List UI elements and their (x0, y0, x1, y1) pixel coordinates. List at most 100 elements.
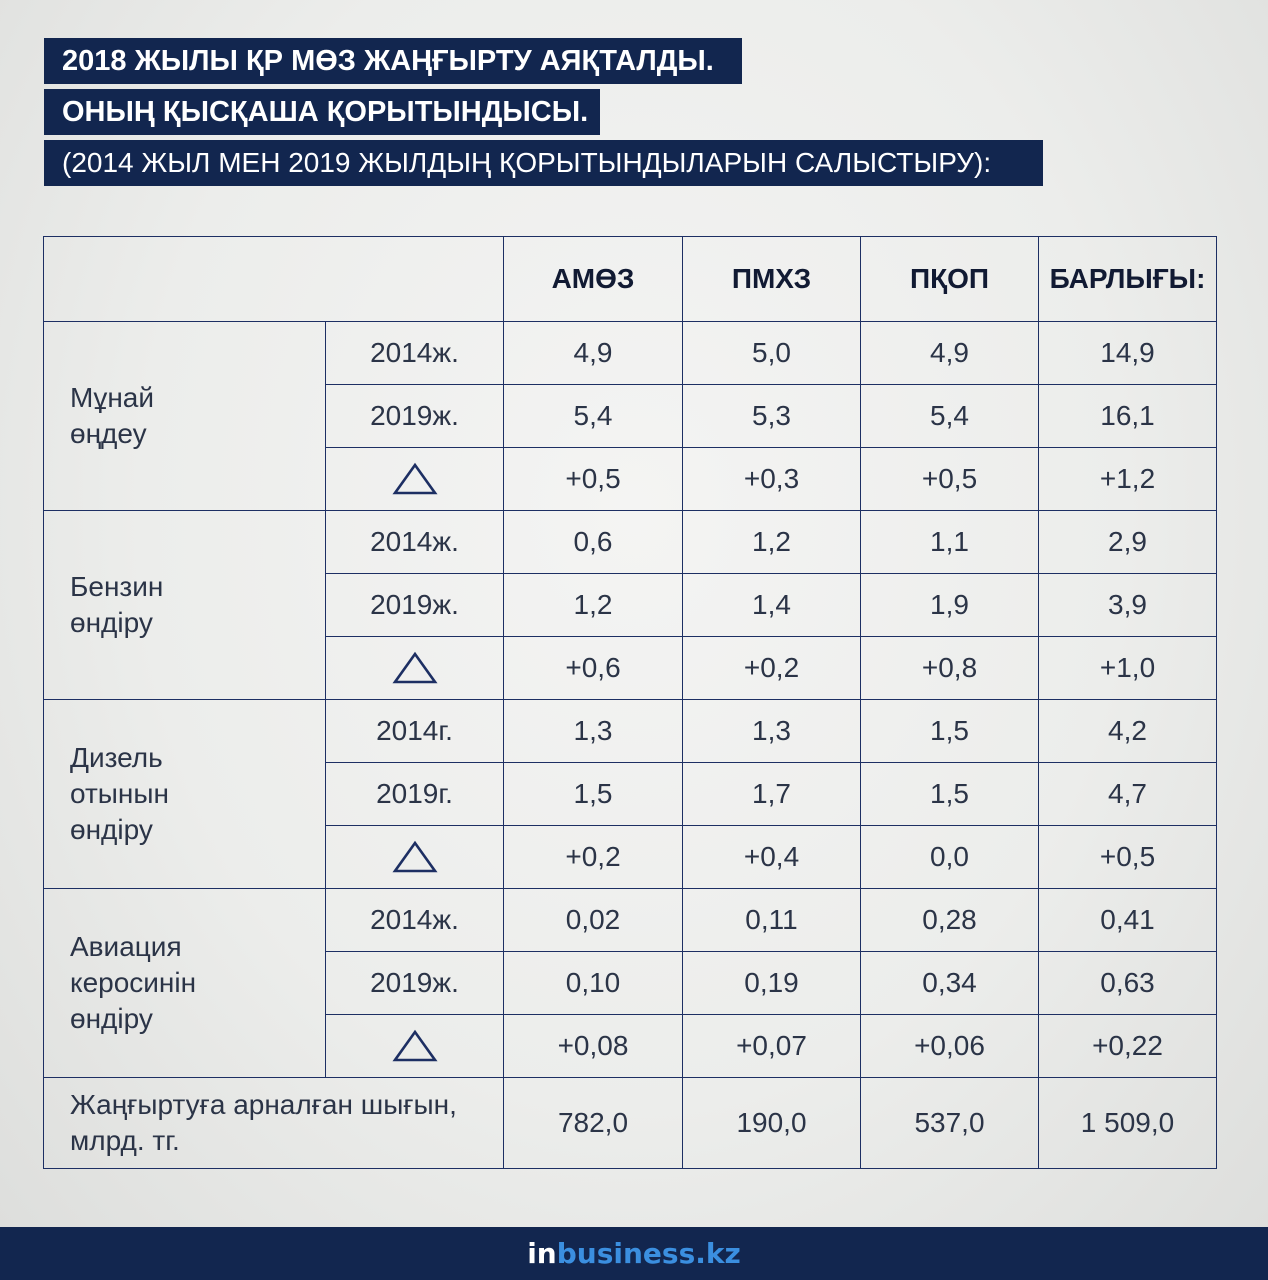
value-cell: +0,5 (1038, 825, 1217, 889)
delta-cell (325, 447, 504, 511)
category-cell: Бензин өндіру (43, 510, 326, 700)
value-cell: 1,2 (503, 573, 683, 637)
triangle-delta-icon (391, 462, 438, 495)
value-cell: 2,9 (1038, 510, 1217, 574)
category-label-line: Авиация (70, 931, 182, 962)
value-cell: 0,19 (682, 951, 861, 1015)
value-cell: 1,5 (503, 762, 683, 826)
table-row: Дизель отынын өндіру 2014г. 1,3 1,3 1,5 4,2 (43, 699, 1217, 889)
value-cell: +0,4 (682, 825, 861, 889)
category-cell: Мұнай өңдеу (43, 321, 326, 511)
value-cell: +0,2 (503, 825, 683, 889)
value-cell: 5,0 (682, 321, 861, 385)
triangle-delta-icon (391, 651, 438, 684)
subtitle-line: (2014 ЖЫЛ МЕН 2019 ЖЫЛДЫҢ ҚОРЫТЫНДЫЛАРЫН… (44, 140, 1043, 186)
category-label-line: отынын (70, 778, 169, 809)
value-cell: 0,41 (1038, 888, 1217, 952)
value-cell: +0,08 (503, 1014, 683, 1078)
value-cell: 1,1 (860, 510, 1039, 574)
year-label-cell: 2014ж. (325, 321, 504, 385)
value-cell: 3,9 (1038, 573, 1217, 637)
value-cell: 4,2 (1038, 699, 1217, 763)
value-cell: 14,9 (1038, 321, 1217, 385)
cost-value-cell: 537,0 (860, 1077, 1039, 1169)
value-cell: 5,3 (682, 384, 861, 448)
year-label-cell: 2019ж. (325, 384, 504, 448)
year-label-cell: 2014ж. (325, 888, 504, 952)
value-cell: +0,07 (682, 1014, 861, 1078)
value-cell: +1,0 (1038, 636, 1217, 700)
value-cell: 1,3 (503, 699, 683, 763)
table-row: Мұнай өңдеу 2014ж. 4,9 5,0 4,9 14,9 (43, 321, 1217, 511)
value-cell: 0,28 (860, 888, 1039, 952)
cost-value-cell: 782,0 (503, 1077, 683, 1169)
value-cell: +1,2 (1038, 447, 1217, 511)
value-cell: 0,02 (503, 888, 683, 952)
cost-label-line: млрд. тг. (70, 1125, 180, 1156)
value-cell: 0,11 (682, 888, 861, 952)
value-cell: +0,5 (860, 447, 1039, 511)
value-cell: 5,4 (503, 384, 683, 448)
year-label-cell: 2014ж. (325, 510, 504, 574)
value-cell: 4,7 (1038, 762, 1217, 826)
value-cell: 1,5 (860, 699, 1039, 763)
value-cell: 0,10 (503, 951, 683, 1015)
column-header: ПҚОП (860, 236, 1039, 322)
value-cell: 1,3 (682, 699, 861, 763)
value-cell: 4,9 (860, 321, 1039, 385)
category-label-line: өңдеу (70, 418, 147, 449)
category-label-line: өндіру (70, 1003, 153, 1034)
value-cell: 1,2 (682, 510, 861, 574)
column-header: ПМХЗ (682, 236, 861, 322)
category-cell: Дизель отынын өндіру (43, 699, 326, 889)
delta-cell (325, 825, 504, 889)
brand-logo[interactable]: inbusiness.kz (527, 1237, 741, 1270)
table-row: +0,6 +0,2 +0,8 +1,0 (44, 636, 1217, 700)
cost-row: Жаңғыртуға арналған шығын, млрд. тг. 782,0… (43, 1077, 1217, 1169)
column-header: АМӨЗ (503, 236, 683, 322)
brand-prefix: in (527, 1237, 557, 1270)
table-row: Бензин өндіру 2014ж. 0,6 1,2 1,1 2,9 (43, 510, 1217, 700)
header-corner-cell (43, 236, 504, 322)
cost-value-cell: 1 509,0 (1038, 1077, 1217, 1169)
delta-cell (325, 636, 504, 700)
value-cell: 5,4 (860, 384, 1039, 448)
value-cell: 1,9 (860, 573, 1039, 637)
table-row: 2019ж. 1,2 1,4 1,9 3,9 (44, 573, 1217, 637)
category-label-line: керосинін (70, 967, 197, 998)
cost-label-cell: Жаңғыртуға арналған шығын, млрд. тг. (43, 1077, 504, 1169)
category-label-line: өндіру (70, 607, 153, 638)
year-label-cell: 2019ж. (325, 951, 504, 1015)
value-cell: 0,6 (503, 510, 683, 574)
year-label-cell: 2019г. (325, 762, 504, 826)
table-row: +0,08 +0,07 +0,06 +0,22 (44, 1014, 1217, 1078)
brand-name: business.kz (556, 1237, 741, 1270)
value-cell: +0,6 (503, 636, 683, 700)
category-label-line: өндіру (70, 814, 153, 845)
category-label-line: Мұнай (70, 382, 154, 413)
table-row: Авиация керосинін өндіру 2014ж. 0,02 0,11 0,28… (43, 888, 1217, 1078)
value-cell: 1,7 (682, 762, 861, 826)
value-cell: +0,8 (860, 636, 1039, 700)
value-cell: +0,22 (1038, 1014, 1217, 1078)
category-label-line: Дизель (70, 742, 163, 773)
column-header: БАРЛЫҒЫ: (1038, 236, 1217, 322)
value-cell: 0,63 (1038, 951, 1217, 1015)
title-line-1: 2018 ЖЫЛЫ ҚР МӨЗ ЖАҢҒЫРТУ АЯҚТАЛДЫ. (44, 38, 742, 84)
value-cell: 0,34 (860, 951, 1039, 1015)
cost-value-cell: 190,0 (682, 1077, 861, 1169)
cost-label-line: Жаңғыртуға арналған шығын, (70, 1089, 457, 1120)
value-cell: +0,5 (503, 447, 683, 511)
year-label-cell: 2014г. (325, 699, 504, 763)
delta-cell (325, 1014, 504, 1078)
table-row: +0,5 +0,3 +0,5 +1,2 (44, 447, 1217, 511)
value-cell: 0,0 (860, 825, 1039, 889)
value-cell: 1,5 (860, 762, 1039, 826)
value-cell: +0,06 (860, 1014, 1039, 1078)
value-cell: 16,1 (1038, 384, 1217, 448)
comparison-table: АМӨЗ ПМХЗ ПҚОП БАРЛЫҒЫ: Мұнай өңдеу 2014ж. 4,9 5… (43, 236, 1217, 1169)
footer-bar: inbusiness.kz (0, 1227, 1268, 1280)
category-label-line: Бензин (70, 571, 164, 602)
value-cell: +0,2 (682, 636, 861, 700)
triangle-delta-icon (391, 1029, 438, 1062)
